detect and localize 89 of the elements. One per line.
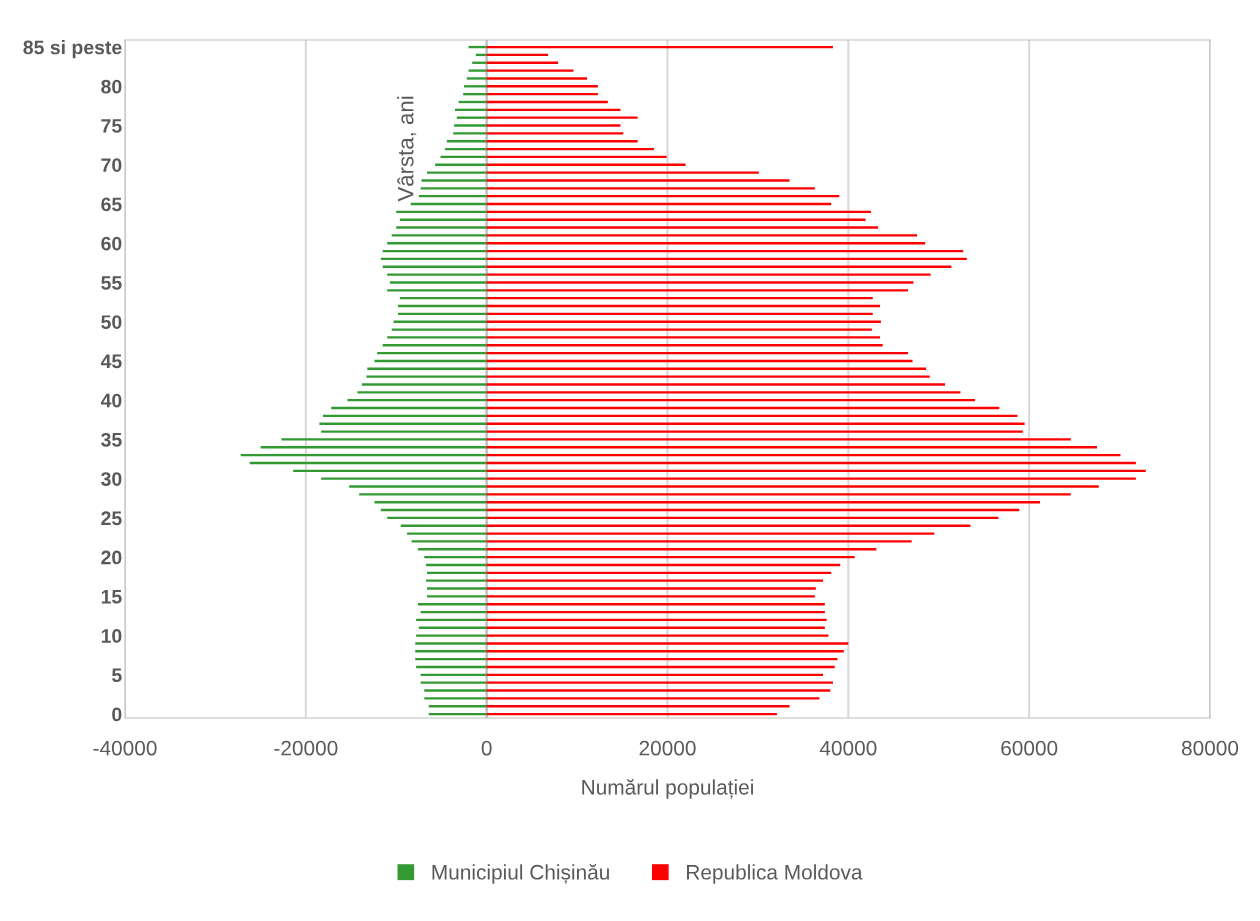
y-tick-label: 15 — [101, 590, 122, 604]
y-tick-label: 65 — [101, 197, 122, 212]
bar — [486, 77, 588, 80]
x-tick-label: -40000 — [93, 740, 157, 756]
x-tick-label: -20000 — [274, 740, 338, 756]
x-tick-label: 80000 — [1181, 740, 1239, 756]
y-tick-label: 10 — [101, 629, 122, 643]
bar — [486, 375, 930, 378]
bar — [486, 595, 815, 598]
bar — [426, 171, 487, 174]
bar — [321, 430, 487, 433]
bar — [486, 132, 624, 135]
bar — [486, 289, 909, 292]
bar — [389, 281, 487, 284]
x-tick-label: 40000 — [819, 740, 877, 756]
bar — [486, 532, 935, 535]
bar — [486, 171, 759, 174]
bar — [486, 689, 831, 692]
bar — [486, 493, 1071, 496]
bar — [486, 634, 829, 637]
bar — [486, 69, 574, 72]
bar — [486, 336, 880, 339]
bar — [391, 328, 487, 331]
bar — [387, 273, 487, 276]
bar — [426, 587, 487, 590]
legend-label: Republica Moldova — [687, 864, 863, 884]
bar — [486, 438, 1071, 441]
x-tick-label: 0 — [481, 740, 492, 756]
bar — [424, 697, 487, 700]
bar — [407, 532, 487, 535]
bar — [486, 587, 816, 590]
bar — [424, 689, 487, 692]
y-tick-label: 5 — [112, 668, 122, 683]
x-axis-title: Numărul populației — [582, 779, 753, 799]
bar — [361, 383, 487, 386]
bar — [486, 124, 621, 127]
bar — [426, 595, 487, 598]
bar — [359, 493, 487, 496]
bar — [486, 273, 931, 276]
x-tick-label: 20000 — [639, 740, 696, 756]
bar — [486, 485, 1099, 488]
bar — [391, 234, 487, 237]
bar — [486, 430, 1023, 433]
bar — [486, 281, 914, 284]
bar — [349, 485, 487, 488]
bar — [366, 375, 487, 378]
bar — [411, 540, 487, 543]
y-tick-label: 25 — [101, 511, 122, 526]
y-axis-title: Vârsta, ani — [397, 96, 417, 202]
y-tick-label: 70 — [101, 158, 122, 173]
bar — [416, 634, 487, 637]
bar — [486, 234, 918, 237]
bar — [454, 124, 487, 127]
y-tick-label: 55 — [101, 276, 122, 290]
bar — [421, 179, 487, 182]
bar — [387, 289, 487, 292]
bar — [281, 438, 487, 441]
x-tick-label: 60000 — [1001, 740, 1058, 756]
bar — [466, 77, 487, 80]
y-tick-label: 30 — [101, 472, 122, 486]
bar — [486, 697, 820, 700]
y-tick-label: 50 — [101, 315, 122, 329]
bar — [486, 477, 1136, 480]
y-tick-label: 40 — [100, 393, 122, 408]
bar — [387, 336, 487, 339]
bar — [357, 391, 487, 394]
bar — [486, 226, 879, 229]
bar — [486, 391, 961, 394]
bar — [415, 642, 487, 645]
y-tick-label: 85 si peste — [23, 40, 122, 59]
bar — [486, 540, 912, 543]
bar — [321, 477, 487, 480]
bar — [453, 132, 487, 135]
bar — [486, 179, 790, 182]
y-tick-label: 60 — [101, 236, 122, 251]
bar — [426, 579, 487, 582]
y-tick-label: 80 — [101, 79, 122, 94]
bar — [468, 69, 487, 72]
bar — [396, 226, 487, 229]
y-tick-label: 75 — [101, 119, 122, 133]
y-tick-label: 45 — [100, 354, 122, 369]
bar — [486, 383, 946, 386]
legend-label: Municipiul Chișinău — [432, 864, 609, 884]
bar — [486, 579, 824, 582]
y-tick-label: 35 — [101, 432, 122, 447]
y-tick-label: 20 — [101, 550, 122, 565]
y-tick-label: 0 — [112, 707, 122, 722]
bar — [486, 642, 849, 645]
bar — [486, 328, 872, 331]
